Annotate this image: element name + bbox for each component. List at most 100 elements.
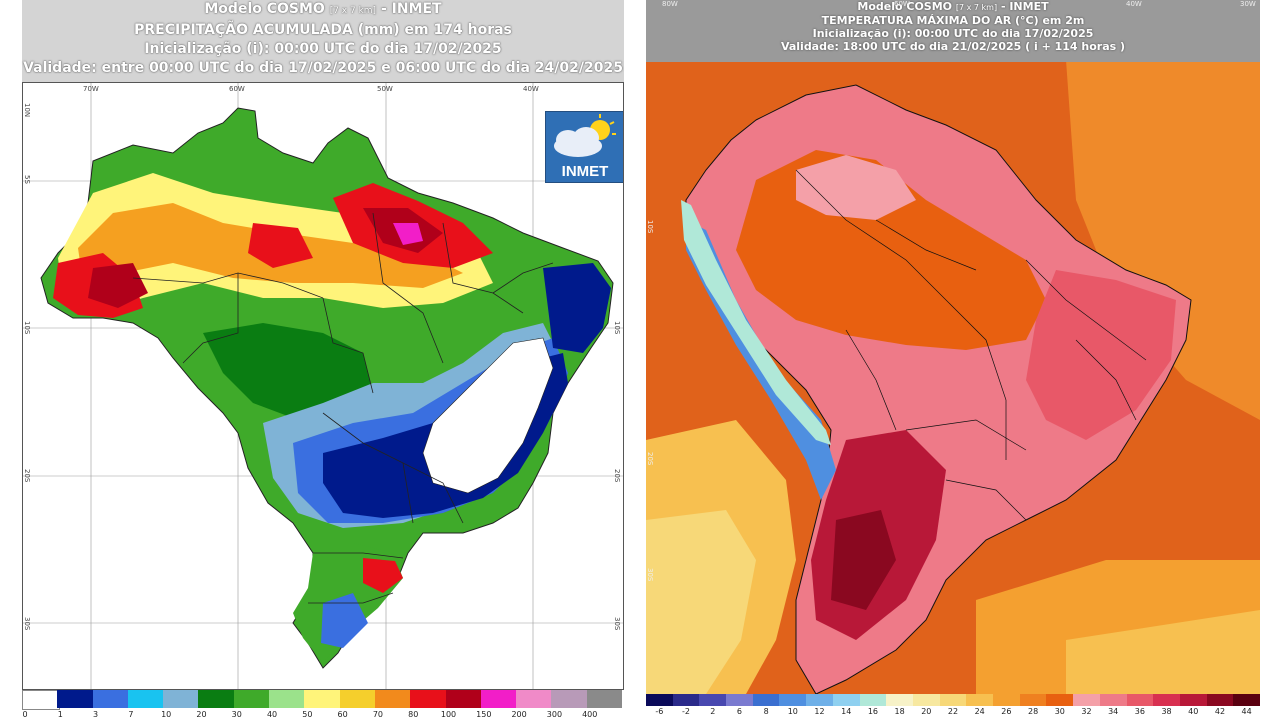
temp-scale-swatch — [1126, 694, 1154, 706]
temp-scale-label: -6 — [655, 707, 664, 716]
precip-scale-label: 1 — [57, 710, 63, 719]
right-org-name: - INMET — [1000, 0, 1049, 13]
temp-scale-swatch — [646, 694, 674, 706]
temp-scale-label: 42 — [1214, 707, 1226, 716]
logo-text: INMET — [561, 163, 609, 180]
precip-scale-swatch — [410, 690, 447, 708]
right-lon-label-30w: 30W — [1240, 0, 1256, 8]
precip-south-red — [363, 558, 403, 593]
temp-scale-swatch — [1046, 694, 1074, 706]
temp-scale-label: 8 — [763, 707, 769, 716]
precip-red-west — [248, 223, 313, 268]
temp-scale-label: 16 — [867, 707, 878, 716]
precip-scale-swatch — [480, 690, 517, 708]
right-lon-label-80w: 80W — [662, 0, 678, 8]
lat-label-right-10s: 10S — [613, 321, 621, 335]
precip-scale-swatch — [127, 690, 164, 708]
org-name: - INMET — [380, 1, 442, 17]
precip-scale-swatch — [551, 690, 588, 708]
temperature-map-header: Modelo COSMO [7 x 7 km] - INMET TEMPERAT… — [646, 0, 1260, 62]
temp-scale-swatch — [1179, 694, 1208, 706]
temp-scale-label: 14 — [841, 707, 852, 716]
temp-scale-swatch — [993, 694, 1021, 706]
temp-scale-label: 26 — [1001, 707, 1012, 716]
temp-scale-label: 6 — [736, 707, 742, 716]
precip-scale-label: 0 — [22, 710, 28, 719]
temp-scale-swatch — [806, 694, 834, 706]
temp-atlantic-south-light — [1066, 610, 1260, 694]
precip-south-blue — [321, 593, 368, 648]
temp-scale-label: 30 — [1054, 707, 1065, 716]
temp-scale-swatch — [1073, 694, 1101, 706]
precip-scale-label: 60 — [337, 710, 348, 719]
precip-scale-swatch — [57, 690, 94, 708]
temp-scale-label: 18 — [894, 707, 905, 716]
precip-magenta-spot — [393, 223, 423, 245]
precip-scale-swatch — [516, 690, 552, 708]
temp-scale-swatch — [886, 694, 914, 706]
precip-scale-label: 70 — [372, 710, 384, 719]
temp-scale-label: 10 — [787, 707, 798, 716]
precip-scale-label: 50 — [302, 710, 313, 719]
precipitation-map-panel: Modelo COSMO [7 x 7 km] - INMET PRECIPIT… — [22, 0, 624, 720]
temp-scale-swatch — [966, 694, 994, 706]
temp-ocean-east-band — [1066, 60, 1260, 420]
temp-scale-swatch — [1019, 694, 1047, 706]
temp-andes-light — [681, 200, 831, 445]
lon-label-40w: 40W — [523, 85, 539, 93]
temp-scale-swatch — [726, 694, 754, 706]
precipitation-color-scale: 0 1 3 7 10 20 30 40 50 60 70 80 100 150 200 300 400 — [22, 690, 623, 720]
temperature-color-scale: -6 -2 2 6 8 10 12 14 16 18 20 22 24 26 28 30 32 34 36 38 40 4… — [646, 694, 1260, 720]
precipitation-map — [23, 83, 623, 689]
temp-south-deepred — [831, 510, 896, 610]
precipitation-map-frame: 70W 60W 50W 40W 10N 5S 10S 20S 30S 10S 2… — [22, 82, 624, 690]
temp-scale-swatch — [939, 694, 967, 706]
precipitation-map-header: Modelo COSMO [7 x 7 km] - INMET PRECIPIT… — [22, 0, 624, 82]
right-lat-label-30s: 30S — [646, 568, 654, 582]
precip-red-acre — [88, 263, 148, 308]
temp-pacific-light — [646, 510, 756, 694]
right-init-time: Inicialização (i): 00:00 UTC do dia 17/0… — [812, 27, 1094, 40]
lat-label-30s: 30S — [23, 617, 31, 631]
right-lat-label-10s: 10S — [646, 220, 654, 234]
temp-scale-label: -2 — [682, 707, 691, 716]
precip-scale-swatch — [269, 690, 305, 708]
precip-scale-swatch — [163, 690, 199, 708]
init-time: Inicialização (i): 00:00 UTC do dia 17/0… — [144, 41, 502, 57]
precip-scale-label: 10 — [161, 710, 172, 719]
temp-scale-swatch — [752, 694, 780, 706]
precip-scale-label: 300 — [546, 710, 563, 719]
temp-scale-label: 28 — [1027, 707, 1039, 716]
precip-scale-label: 30 — [231, 710, 242, 719]
right-lat-label-20s: 20S — [646, 452, 654, 466]
cloud-sun-icon — [554, 114, 616, 157]
temp-scale-label: 40 — [1188, 707, 1199, 716]
model-name: Modelo COSMO — [204, 1, 325, 17]
temp-scale-swatch — [779, 694, 807, 706]
lon-label-60w: 60W — [229, 85, 245, 93]
precip-scale-label: 400 — [582, 710, 598, 719]
precip-scale-label: 200 — [511, 710, 527, 719]
precip-scale-swatch — [339, 690, 376, 708]
right-model-resolution: [7 x 7 km] — [955, 3, 998, 12]
temp-scale-label: 38 — [1161, 707, 1172, 716]
precip-scale-label: 7 — [128, 710, 134, 719]
right-lon-label-60w: 60W — [894, 0, 910, 8]
precip-scale-label: 40 — [266, 710, 278, 719]
temp-scale-swatch — [672, 694, 700, 706]
temperature-map-panel: Modelo COSMO [7 x 7 km] - INMET TEMPERAT… — [646, 0, 1260, 720]
temp-scale-swatch — [699, 694, 727, 706]
precip-scale-swatch — [374, 690, 411, 708]
precip-scale-swatch — [304, 690, 341, 708]
lat-label-20s: 20S — [23, 469, 31, 483]
precip-zero-area — [422, 337, 554, 494]
temp-scale-swatch — [1233, 694, 1260, 706]
precip-scale-label: 80 — [408, 710, 419, 719]
temp-scale-swatch — [1153, 694, 1181, 706]
right-model-name: Modelo COSMO — [857, 0, 953, 13]
precip-scale-swatch — [445, 690, 482, 708]
precip-scale-label: 150 — [476, 710, 492, 719]
right-variable-title: TEMPERATURA MÁXIMA DO AR (°C) em 2m — [821, 14, 1085, 27]
temp-scale-label: 24 — [974, 707, 985, 716]
precip-scale-swatch — [198, 690, 235, 708]
